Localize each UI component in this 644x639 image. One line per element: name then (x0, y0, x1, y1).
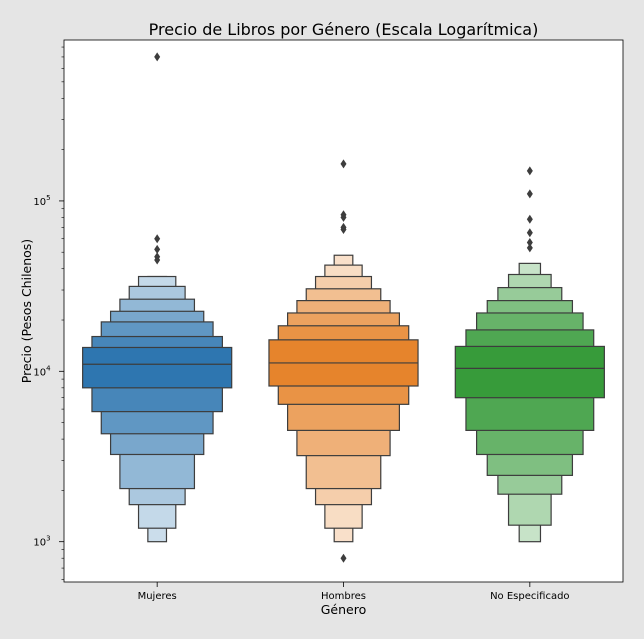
x-tick-label: No Especificado (490, 591, 569, 602)
boxen-2 (454, 166, 605, 543)
outlier-point (526, 189, 533, 199)
outlier-point (154, 244, 161, 254)
x-tick-label: Mujeres (138, 591, 177, 602)
chart-title: Precio de Libros por Género (Escala Loga… (149, 20, 539, 39)
outlier-point (526, 228, 533, 238)
boxen-series (82, 52, 605, 563)
boxen-1 (268, 159, 419, 563)
y-tick-label: 105 (33, 194, 50, 208)
boxen-0 (82, 52, 233, 543)
outlier-point (526, 243, 533, 253)
y-tick-label: 103 (33, 535, 50, 549)
x-tick-label: Hombres (321, 591, 366, 602)
outlier-point (526, 214, 533, 224)
outlier-point (340, 212, 347, 222)
boxen-level (454, 345, 605, 399)
outlier-point (340, 159, 347, 169)
outlier-point (154, 255, 161, 265)
outlier-point (154, 52, 161, 62)
y-axis: 103 104 105 (33, 46, 64, 580)
x-axis: Mujeres Hombres No Especificado (138, 582, 570, 602)
outlier-point (526, 166, 533, 176)
y-tick-label: 104 (33, 364, 51, 378)
outlier-point (340, 553, 347, 563)
outlier-point (340, 224, 347, 234)
y-axis-label: Precio (Pesos Chilenos) (19, 239, 34, 383)
x-axis-label: Género (321, 602, 367, 617)
outlier-point (154, 234, 161, 244)
boxen-level (82, 346, 233, 389)
outlier-point (526, 238, 533, 248)
